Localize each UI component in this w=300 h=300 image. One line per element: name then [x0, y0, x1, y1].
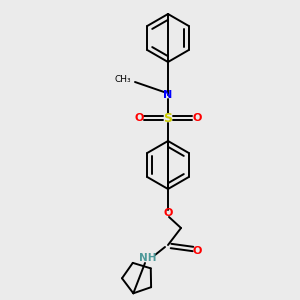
Text: S: S	[164, 112, 172, 124]
Text: NH: NH	[139, 253, 157, 263]
Text: O: O	[192, 113, 202, 123]
Text: N: N	[164, 90, 172, 100]
Text: O: O	[163, 208, 173, 218]
Text: O: O	[134, 113, 144, 123]
Text: CH₃: CH₃	[114, 76, 131, 85]
Text: O: O	[192, 246, 202, 256]
